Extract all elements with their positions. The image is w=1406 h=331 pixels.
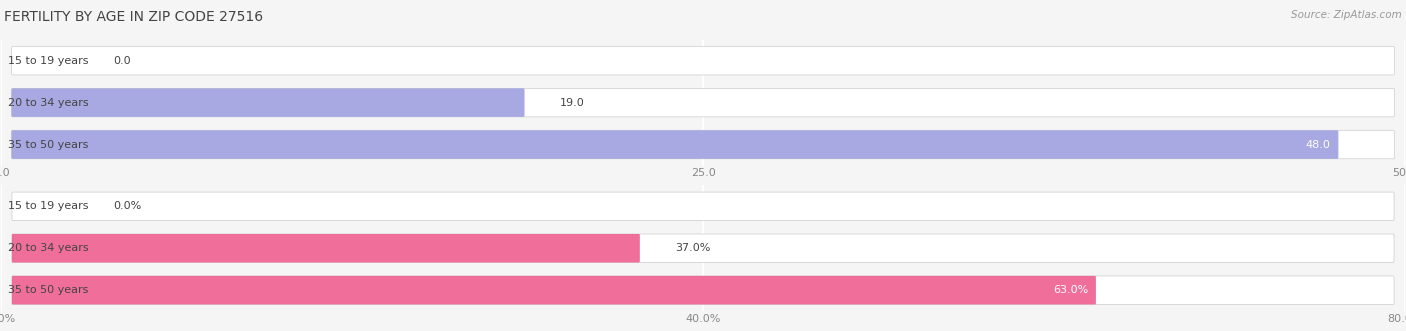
Text: Source: ZipAtlas.com: Source: ZipAtlas.com	[1291, 10, 1402, 20]
Text: 48.0: 48.0	[1305, 140, 1330, 150]
FancyBboxPatch shape	[11, 130, 1395, 159]
FancyBboxPatch shape	[11, 192, 1395, 220]
Text: 35 to 50 years: 35 to 50 years	[8, 285, 89, 295]
FancyBboxPatch shape	[11, 276, 1395, 305]
Text: 20 to 34 years: 20 to 34 years	[8, 243, 89, 253]
FancyBboxPatch shape	[11, 88, 1395, 117]
Text: 15 to 19 years: 15 to 19 years	[8, 56, 89, 66]
FancyBboxPatch shape	[11, 46, 1395, 75]
Text: 19.0: 19.0	[560, 98, 585, 108]
Text: 20 to 34 years: 20 to 34 years	[8, 98, 89, 108]
FancyBboxPatch shape	[11, 234, 1395, 262]
FancyBboxPatch shape	[11, 130, 1339, 159]
FancyBboxPatch shape	[11, 234, 640, 262]
Text: 0.0: 0.0	[114, 56, 131, 66]
Text: 15 to 19 years: 15 to 19 years	[8, 201, 89, 211]
Text: 0.0%: 0.0%	[114, 201, 142, 211]
Text: FERTILITY BY AGE IN ZIP CODE 27516: FERTILITY BY AGE IN ZIP CODE 27516	[4, 10, 263, 24]
Text: 63.0%: 63.0%	[1053, 285, 1088, 295]
FancyBboxPatch shape	[11, 88, 524, 117]
Text: 35 to 50 years: 35 to 50 years	[8, 140, 89, 150]
Text: 37.0%: 37.0%	[676, 243, 711, 253]
FancyBboxPatch shape	[11, 276, 1095, 305]
